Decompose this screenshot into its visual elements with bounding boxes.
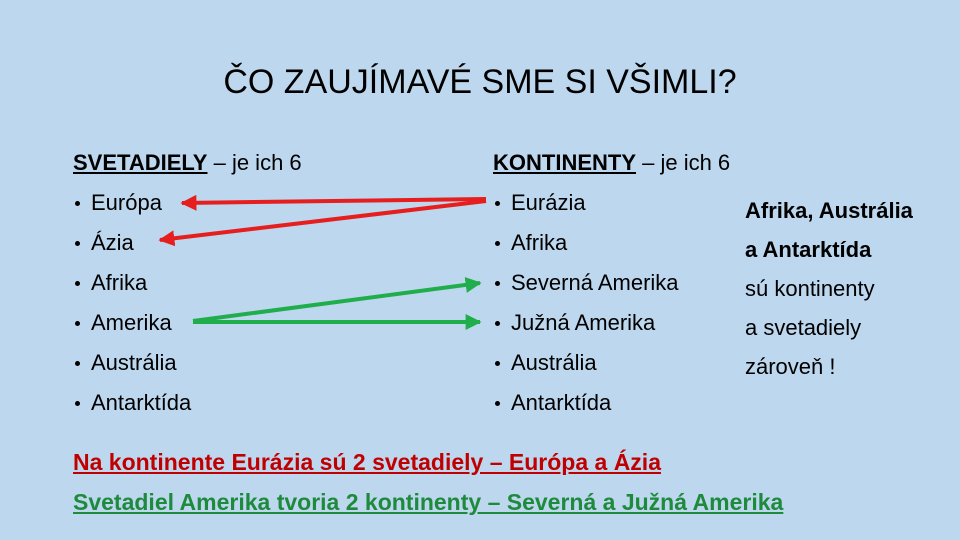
text: Na kontinente Eurázia sú 2 svetadiely – … [73,449,661,475]
note-line: a Antarktída [745,237,871,263]
bullet [75,201,80,206]
heading-bold: SVETADIELY [73,150,208,175]
bullet [75,241,80,246]
conclusion: Svetadiel Amerika tvoria 2 kontinenty – … [73,489,783,515]
list-item: Európa [73,190,162,216]
note-line: zároveň ! [745,354,836,380]
arrow [158,199,487,247]
text: Austrália [511,350,597,375]
text: Afrika, Austrália [745,198,913,223]
text: Eurázia [511,190,586,215]
list-item: Austrália [493,350,597,376]
right-heading: KONTINENTY – je ich 6 [493,150,730,176]
bullet [495,281,500,286]
bullet [75,361,80,366]
bullet [75,321,80,326]
text: Antarktída [511,390,612,415]
text: zároveň ! [745,354,836,379]
left-heading: SVETADIELY – je ich 6 [73,150,302,176]
list-item: Austrália [73,350,177,376]
text: Južná Amerika [511,310,656,335]
list-item: Ázia [73,230,134,256]
text: a svetadiely [745,315,862,340]
list-item: Južná Amerika [493,310,655,336]
conclusion: Na kontinente Eurázia sú 2 svetadiely – … [73,449,661,475]
note-line: Afrika, Austrália [745,198,913,224]
list-item: Afrika [73,270,147,296]
heading-bold: KONTINENTY [493,150,636,175]
text: sú kontinenty [745,276,875,301]
text: Antarktída [91,390,192,415]
note-line: a svetadiely [745,315,861,341]
list-item: Afrika [493,230,567,256]
heading-rest: – je ich 6 [207,150,302,175]
list-item: Severná Amerika [493,270,679,296]
title: ČO ZAUJÍMAVÉ SME SI VŠIMLI? [223,63,737,101]
text: Svetadiel Amerika tvoria 2 kontinenty – … [73,489,784,515]
heading-rest: – je ich 6 [636,150,731,175]
bullet [75,281,80,286]
list-item: Eurázia [493,190,586,216]
bullet [495,321,500,326]
list-item: Antarktída [73,390,191,416]
text: Severná Amerika [511,270,679,295]
bullet [495,401,500,406]
bullet [495,241,500,246]
text: a Antarktída [745,237,872,262]
bullet [495,361,500,366]
arrow [180,194,487,211]
bullet [495,201,500,206]
text: Európa [91,190,162,215]
bullet [75,401,80,406]
arrow [192,276,482,323]
text: Ázia [91,230,134,255]
note-line: sú kontinenty [745,276,875,302]
list-item: Amerika [73,310,172,336]
text: Amerika [91,310,172,335]
text: Austrália [91,350,177,375]
text: Afrika [91,270,148,295]
list-item: Antarktída [493,390,611,416]
text: Afrika [511,230,568,255]
